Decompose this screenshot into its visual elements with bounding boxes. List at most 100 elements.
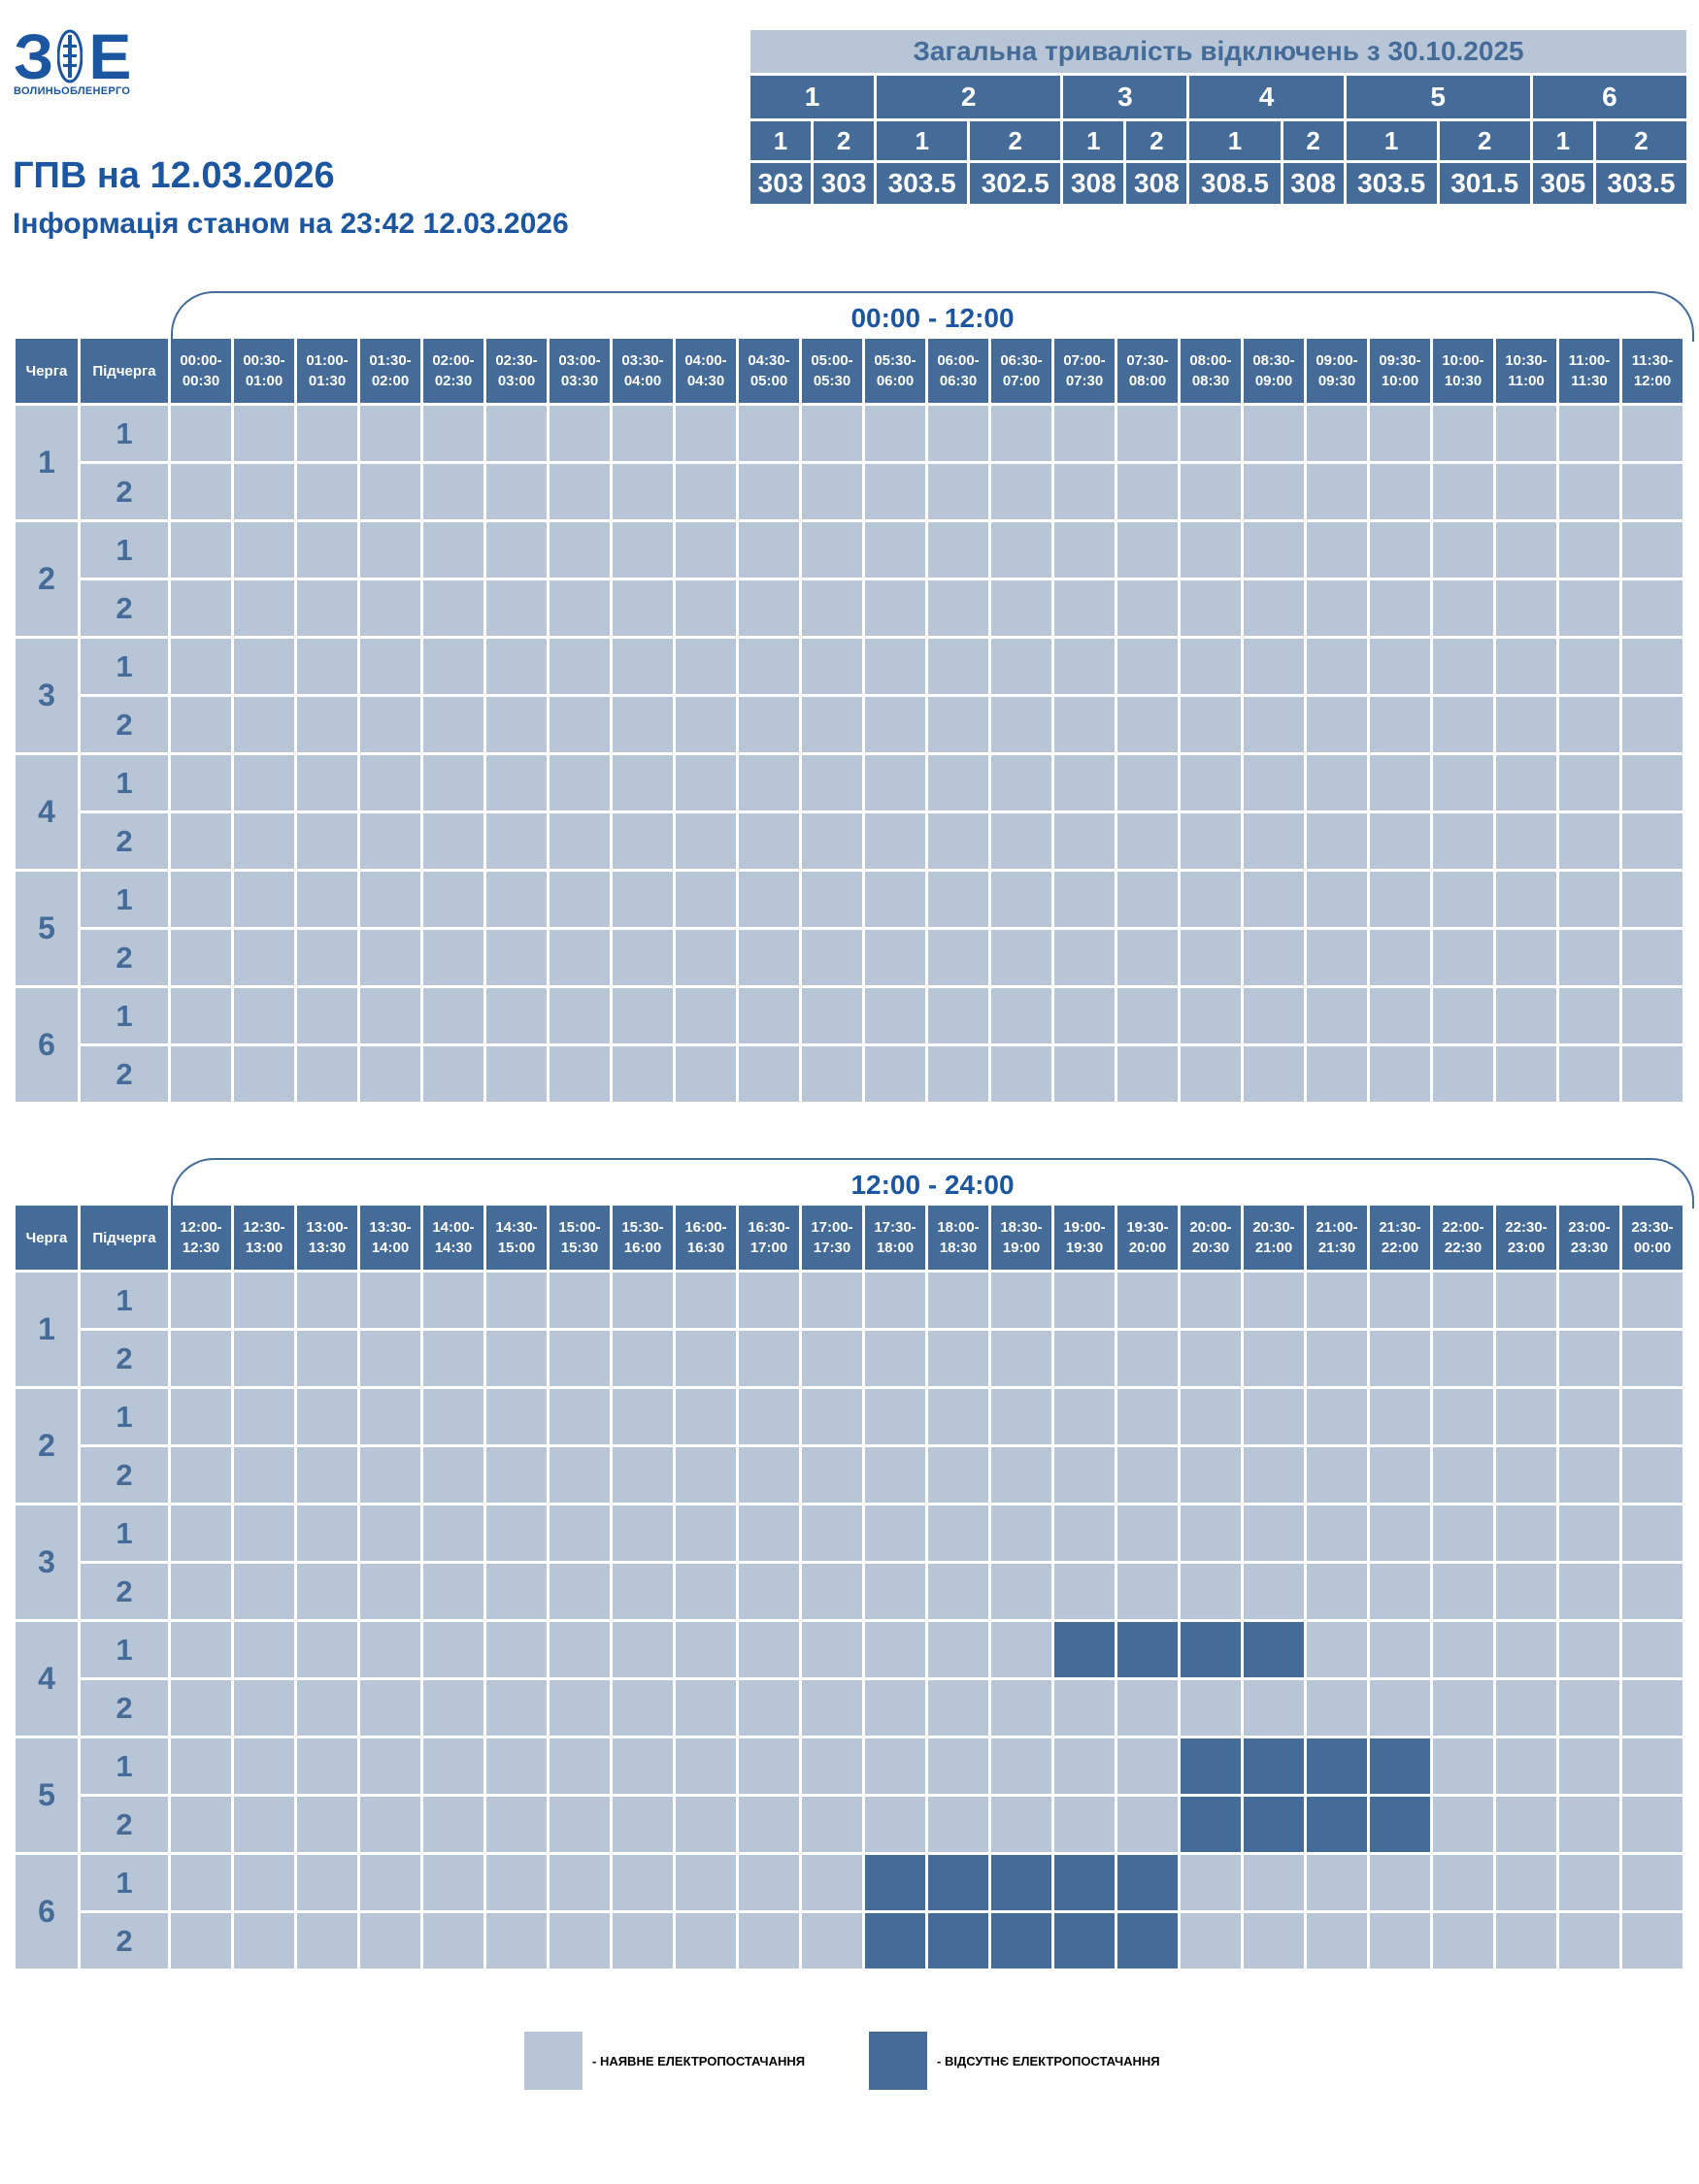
slot-cell-available: [234, 1506, 294, 1561]
slot-cell-available: [1496, 1564, 1556, 1619]
page-subtitle: Інформація станом на 23:42 12.03.2026: [13, 208, 569, 240]
slot-cell-available: [234, 1046, 294, 1102]
slot-cell-available: [739, 580, 799, 636]
slot-cell-available: [928, 1564, 988, 1619]
legend-absent: - ВІДСУТНЄ ЕЛЕКТРОПОСТАЧАННЯ: [869, 2032, 1160, 2090]
slot-cell-available: [1559, 639, 1619, 694]
slot-cell-available: [423, 406, 483, 461]
time-slot-header: 06:00- 06:30: [928, 339, 988, 403]
schedule-row: 2: [16, 1331, 1682, 1386]
slot-cell-available: [486, 1797, 547, 1852]
slot-cell-available: [1496, 464, 1556, 519]
slot-cell-available: [928, 697, 988, 752]
slot-cell-available: [802, 872, 862, 927]
slot-cell-available: [423, 813, 483, 869]
slot-cell-available: [550, 697, 610, 752]
slot-cell-available: [423, 1506, 483, 1561]
slot-cell-available: [423, 639, 483, 694]
slot-cell-available: [1117, 697, 1178, 752]
slot-cell-available: [1496, 1622, 1556, 1677]
time-slot-header: 08:30- 09:00: [1244, 339, 1304, 403]
subqueue-cell: 2: [81, 1797, 168, 1852]
slot-cell-available: [676, 813, 736, 869]
slot-cell-available: [1244, 522, 1304, 578]
slot-cell-available: [676, 872, 736, 927]
slot-cell-available: [171, 406, 231, 461]
slot-cell-available: [802, 1389, 862, 1444]
page-title: ГПВ на 12.03.2026: [13, 155, 335, 196]
schedule-header-row: Черга Підчерга 00:00- 00:30 00:30- 01:00 01:00…: [16, 339, 1682, 403]
slot-cell-available: [171, 755, 231, 811]
slot-cell-available: [486, 1046, 547, 1102]
slot-cell-available: [360, 755, 420, 811]
slot-cell-available: [360, 406, 420, 461]
slot-cell-available: [676, 1506, 736, 1561]
slot-cell-available: [1181, 697, 1241, 752]
slot-cell-available: [676, 1273, 736, 1328]
summary-value: 303.5: [877, 163, 968, 204]
time-slot-header: 16:30- 17:00: [739, 1206, 799, 1270]
slot-cell-available: [234, 1331, 294, 1386]
slot-cell-available: [171, 1738, 231, 1794]
time-slot-header: 01:30- 02:00: [360, 339, 420, 403]
slot-cell-available: [1622, 988, 1682, 1043]
time-slot-header: 10:00- 10:30: [1433, 339, 1493, 403]
summary-queue-header: 6: [1532, 76, 1686, 118]
slot-cell-available: [865, 697, 925, 752]
slot-cell-available: [991, 872, 1051, 927]
slot-cell-available: [1244, 580, 1304, 636]
schedule-row: 2: [16, 1680, 1682, 1736]
slot-cell-outage: [1117, 1855, 1178, 1910]
summary-value: 308: [1063, 163, 1124, 204]
summary-subqueue-header: 1: [1346, 121, 1437, 160]
time-slot-header: 17:00- 17:30: [802, 1206, 862, 1270]
slot-cell-available: [739, 988, 799, 1043]
slot-cell-available: [613, 1273, 673, 1328]
time-slot-header: 13:00- 13:30: [297, 1206, 357, 1270]
slot-cell-available: [1307, 1273, 1367, 1328]
slot-cell-available: [865, 1680, 925, 1736]
slot-cell-available: [550, 988, 610, 1043]
slot-cell-available: [991, 1331, 1051, 1386]
subqueue-cell: 1: [81, 1506, 168, 1561]
slot-cell-available: [1054, 406, 1115, 461]
slot-cell-available: [1622, 1738, 1682, 1794]
slot-cell-available: [1181, 1506, 1241, 1561]
slot-cell-available: [486, 1506, 547, 1561]
slot-cell-available: [1244, 1913, 1304, 1969]
slot-cell-available: [1181, 1913, 1241, 1969]
slot-cell-available: [360, 1447, 420, 1503]
slot-cell-available: [171, 580, 231, 636]
slot-cell-available: [1559, 813, 1619, 869]
summary-subqueue-header: 1: [877, 121, 968, 160]
slot-cell-available: [676, 1622, 736, 1677]
slot-cell-available: [1244, 1447, 1304, 1503]
slot-cell-available: [1117, 406, 1178, 461]
slot-cell-available: [297, 813, 357, 869]
slot-cell-available: [1496, 872, 1556, 927]
slot-cell-available: [1433, 1738, 1493, 1794]
slot-cell-available: [360, 813, 420, 869]
slot-cell-available: [297, 1913, 357, 1969]
slot-cell-available: [1433, 813, 1493, 869]
slot-cell-available: [1117, 1389, 1178, 1444]
slot-cell-available: [1307, 1447, 1367, 1503]
slot-cell-available: [1054, 1447, 1115, 1503]
slot-cell-available: [486, 1447, 547, 1503]
slot-cell-available: [486, 697, 547, 752]
summary-table: Загальна тривалість відключень з 30.10.2…: [748, 27, 1689, 207]
slot-cell-available: [234, 755, 294, 811]
queue-cell: 4: [16, 1622, 78, 1736]
summary-value: 305: [1532, 163, 1593, 204]
slot-cell-available: [1370, 1680, 1430, 1736]
slot-cell-available: [1181, 580, 1241, 636]
slot-cell-available: [1117, 639, 1178, 694]
queue-cell: 3: [16, 639, 78, 752]
subqueue-cell: 1: [81, 1855, 168, 1910]
slot-cell-outage: [1244, 1738, 1304, 1794]
slot-cell-available: [991, 813, 1051, 869]
slot-cell-available: [550, 872, 610, 927]
time-slot-header: 14:00- 14:30: [423, 1206, 483, 1270]
slot-cell-available: [234, 1738, 294, 1794]
